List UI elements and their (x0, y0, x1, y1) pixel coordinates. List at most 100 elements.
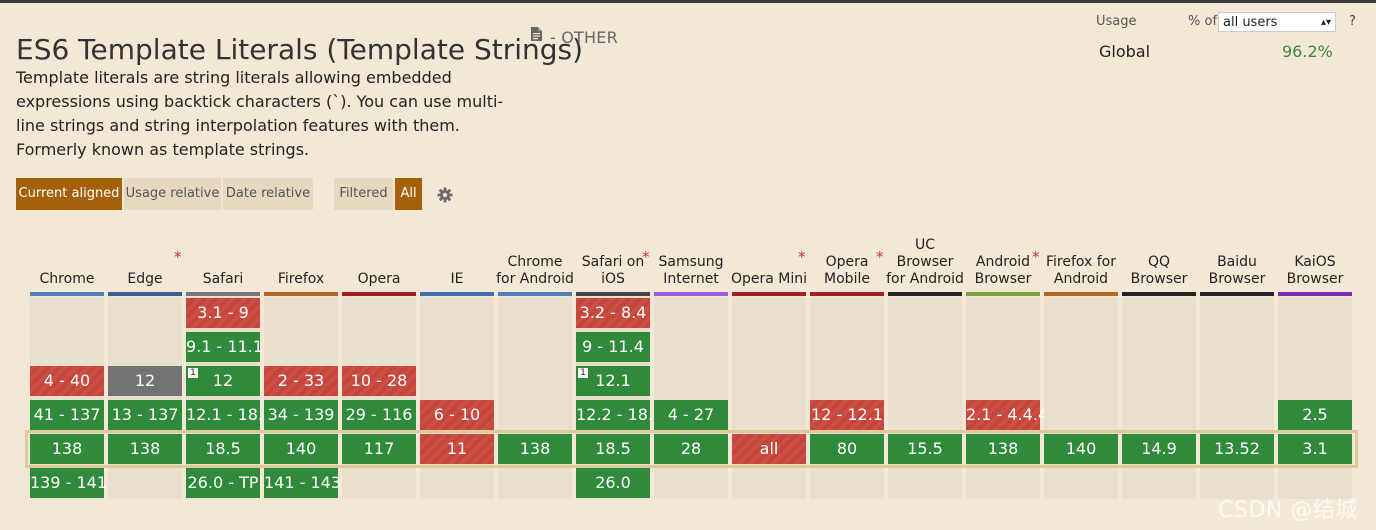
version-cell[interactable]: 12 1 (186, 366, 260, 396)
gear-icon[interactable] (436, 186, 454, 204)
version-cell[interactable]: 138 (966, 434, 1040, 464)
version-range: 4 - 27 (667, 405, 715, 424)
version-cell[interactable]: 138 (108, 434, 182, 464)
note-marker[interactable]: 1 (188, 368, 198, 378)
version-range: 4 - 40 (43, 371, 91, 390)
version-range: 10 - 28 (350, 371, 408, 390)
version-cell[interactable]: 6 - 10 (420, 400, 494, 430)
percent-of-label: % of (1188, 14, 1218, 29)
version-cell[interactable]: 13.52 (1200, 434, 1274, 464)
browser-header-firefox[interactable]: Firefox (262, 222, 340, 292)
version-cell[interactable]: 4 - 40 (30, 366, 104, 396)
browser-header-kaios-browser[interactable]: KaiOS Browser (1276, 222, 1354, 292)
browser-header-chrome[interactable]: Chrome (28, 222, 106, 292)
version-cell[interactable]: 26.0 - TP (186, 468, 260, 498)
note-marker[interactable]: 1 (578, 368, 588, 378)
browser-header-edge[interactable]: Edge (106, 222, 184, 292)
browser-header-baidu-browser[interactable]: Baidu Browser (1198, 222, 1276, 292)
notes-asterisk-icon[interactable]: * (876, 248, 884, 266)
version-cell[interactable]: 2.1 - 4.4.4 (966, 400, 1048, 430)
filtered-button[interactable]: Filtered (334, 178, 393, 210)
browser-name: Opera (357, 271, 401, 287)
browser-header-chrome-for-android[interactable]: Chrome for Android (496, 222, 574, 292)
notes-asterisk-icon[interactable]: * (1032, 248, 1040, 266)
version-cell[interactable]: 3.1 - 9 (186, 298, 260, 328)
version-cell[interactable]: 41 - 137 (30, 400, 104, 430)
browser-header-android-browser[interactable]: Android Browser (964, 222, 1042, 292)
version-cell[interactable]: 80 (810, 434, 884, 464)
help-link[interactable]: ? (1349, 14, 1356, 29)
version-cell[interactable]: 138 (498, 434, 572, 464)
version-cell[interactable]: 26.0 (576, 468, 650, 498)
usage-scope-select[interactable]: all users ▴▾ (1218, 12, 1336, 32)
version-cell[interactable]: 12 (108, 366, 182, 396)
version-cell[interactable]: 140 (264, 434, 338, 464)
browser-header-uc-browser-for-android[interactable]: UC Browser for Android (886, 222, 964, 292)
usage-scope-value: all users (1223, 15, 1278, 30)
version-cell[interactable]: 117 (342, 434, 416, 464)
browser-header-firefox-for-android[interactable]: Firefox for Android (1042, 222, 1120, 292)
browser-color-bar (420, 292, 494, 296)
version-range: 2.1 - 4.4.4 (966, 405, 1049, 424)
notes-asterisk-icon[interactable]: * (798, 248, 806, 266)
spec-status[interactable]: - OTHER (550, 28, 618, 47)
version-cell[interactable]: 10 - 28 (342, 366, 416, 396)
version-cell[interactable]: 14.9 (1122, 434, 1196, 464)
version-cell[interactable]: 4 - 27 (654, 400, 728, 430)
version-cell[interactable]: 12.1 - 18.4 (186, 400, 273, 430)
version-cell[interactable]: 138 (30, 434, 104, 464)
browser-color-bar (30, 292, 104, 296)
version-cell[interactable]: 9.1 - 11.1 (186, 332, 263, 362)
browser-header-samsung-internet[interactable]: Samsung Internet (652, 222, 730, 292)
version-cell[interactable]: 12.2 - 18.4 (576, 400, 663, 430)
version-cell[interactable]: 18.5 (576, 434, 650, 464)
version-range: 13.52 (1214, 439, 1260, 458)
notes-asterisk-icon[interactable]: * (174, 248, 182, 266)
notes-asterisk-icon[interactable]: * (642, 248, 650, 266)
browser-name: QQ Browser (1130, 254, 1188, 287)
version-cell[interactable]: 34 - 139 (264, 400, 338, 430)
date-relative-button[interactable]: Date relative (223, 178, 313, 210)
version-cell[interactable]: 3.2 - 8.4 (576, 298, 650, 328)
version-range: 138 (51, 439, 83, 458)
version-cell[interactable]: 28 (654, 434, 728, 464)
version-cell[interactable]: 9 - 11.4 (576, 332, 650, 362)
version-cell[interactable]: 12 - 12.1 (810, 400, 884, 430)
browser-header-ie[interactable]: IE (418, 222, 496, 292)
version-cell[interactable]: 29 - 116 (342, 400, 416, 430)
current-aligned-button[interactable]: Current aligned (16, 178, 122, 210)
version-range: 9 - 11.4 (582, 337, 644, 356)
version-range: 80 (836, 439, 858, 458)
version-cell[interactable]: 139 - 141 (30, 468, 108, 498)
browser-header-opera[interactable]: Opera (340, 222, 418, 292)
global-usage-value: 96.2% (1282, 42, 1333, 61)
browser-color-bar (186, 292, 260, 296)
version-cell[interactable]: all (732, 434, 806, 464)
version-cell[interactable]: 18.5 (186, 434, 260, 464)
all-button[interactable]: All (395, 178, 422, 210)
version-range: 138 (519, 439, 551, 458)
browser-header-opera-mini[interactable]: Opera Mini (730, 222, 808, 292)
version-range: 18.5 (595, 439, 631, 458)
version-cell[interactable]: 140 (1044, 434, 1118, 464)
browser-header-opera-mobile[interactable]: Opera Mobile (808, 222, 886, 292)
column-bg-firefox-for-android (1044, 297, 1118, 499)
version-cell[interactable]: 11 (420, 434, 494, 464)
browser-header-qq-browser[interactable]: QQ Browser (1120, 222, 1198, 292)
version-cell[interactable]: 2.5 (1278, 400, 1352, 430)
version-range: 139 - 141 (30, 473, 108, 492)
global-label: Global (1099, 42, 1151, 61)
version-cell[interactable]: 2 - 33 (264, 366, 338, 396)
browser-header-safari[interactable]: Safari (184, 222, 262, 292)
version-cell[interactable]: 141 - 143 (264, 468, 341, 498)
version-cell[interactable]: 13 - 137 (108, 400, 182, 430)
browser-name: Opera Mobile (824, 254, 870, 287)
usage-relative-button[interactable]: Usage relative (124, 178, 221, 210)
version-cell[interactable]: 15.5 (888, 434, 962, 464)
version-cell[interactable]: 3.1 (1278, 434, 1352, 464)
browser-name: KaiOS Browser (1286, 254, 1344, 287)
version-range: all (759, 439, 779, 458)
browser-color-bar (654, 292, 728, 296)
browser-header-safari-on-ios[interactable]: Safari on iOS (574, 222, 652, 292)
version-cell[interactable]: 12.1 1 (576, 366, 650, 396)
